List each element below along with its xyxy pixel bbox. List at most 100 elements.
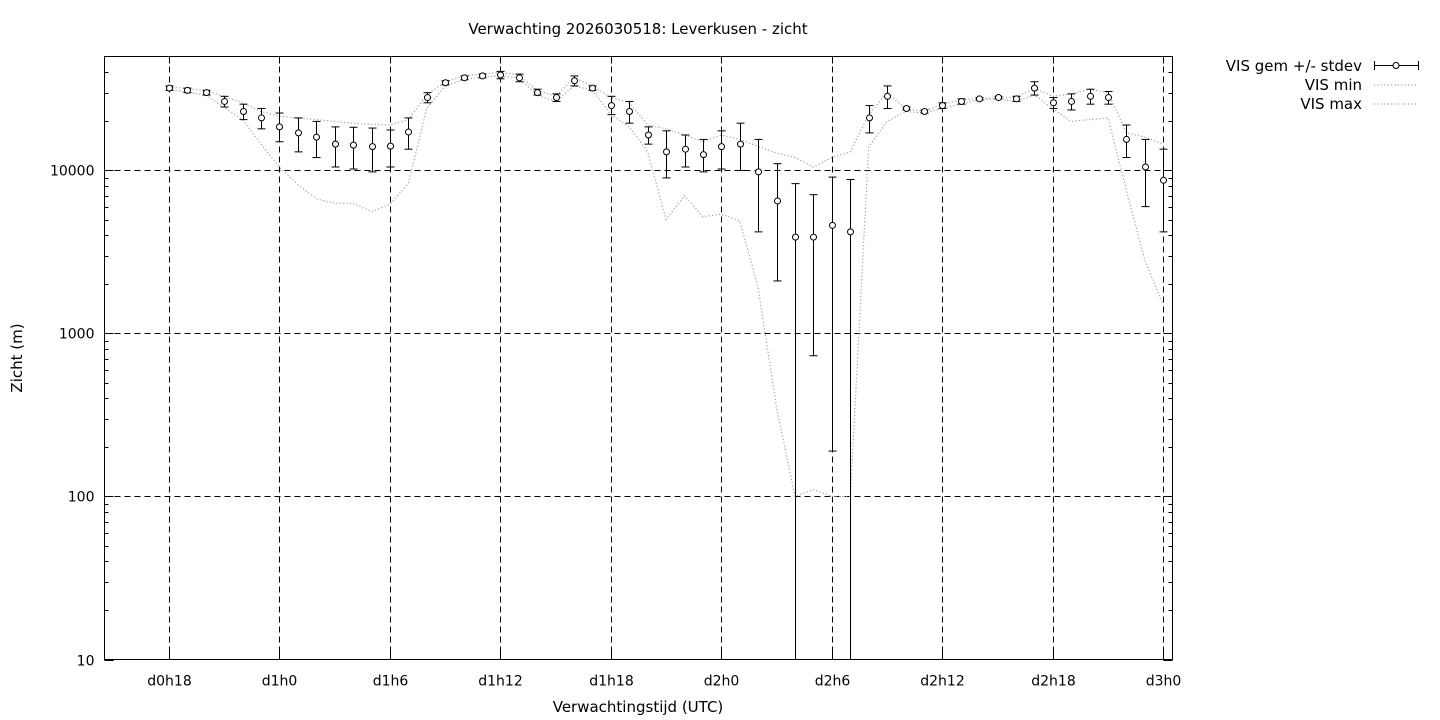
mean-marker <box>424 94 431 102</box>
chart-title: Verwachting 2026030518: Leverkusen - zic… <box>468 20 807 38</box>
vis-mean-point <box>1104 90 1113 105</box>
y-axis-label: Zicht (m) <box>8 323 26 392</box>
mean-marker <box>608 102 615 110</box>
mean-marker <box>221 97 228 105</box>
vis-mean-point <box>791 183 800 660</box>
mean-marker <box>958 97 965 105</box>
vis-mean-point <box>662 130 671 179</box>
vis-mean-point <box>846 178 855 660</box>
vis-mean-point <box>902 104 911 112</box>
x-tick-label: d1h6 <box>373 674 409 690</box>
mean-marker <box>921 107 928 115</box>
mean-marker <box>847 228 854 236</box>
mean-marker <box>829 221 836 229</box>
vis-mean-point <box>478 72 487 80</box>
vis-mean-point <box>220 95 229 108</box>
x-tick-label: d1h12 <box>478 674 522 690</box>
mean-marker <box>369 143 376 151</box>
y-tick-label: 10000 <box>50 164 95 180</box>
vis-max-line <box>168 71 1164 168</box>
mean-marker <box>1087 92 1094 100</box>
mean-marker <box>405 128 412 136</box>
mean-marker <box>571 77 578 85</box>
vis-mean-point <box>588 84 597 92</box>
vis-mean-point <box>975 95 984 103</box>
y-tick-label: 100 <box>68 490 95 506</box>
vis-mean-point <box>920 107 929 115</box>
mean-marker <box>258 114 265 122</box>
mean-marker <box>976 95 983 103</box>
mean-marker <box>295 129 302 137</box>
mean-marker <box>792 233 799 241</box>
mean-marker <box>718 143 725 151</box>
vis-mean-point <box>257 107 266 130</box>
mean-marker <box>387 142 394 150</box>
vis-mean-point <box>1159 148 1168 233</box>
mean-marker <box>442 79 449 87</box>
vis-mean-point <box>368 127 377 173</box>
y-tick-label: 10 <box>77 654 95 670</box>
mean-marker <box>1105 94 1112 102</box>
vis-mean-point <box>644 126 653 145</box>
mean-marker <box>645 131 652 139</box>
mean-marker <box>866 114 873 122</box>
mean-marker <box>1068 97 1075 105</box>
mean-marker <box>1013 95 1020 103</box>
vis-mean-point <box>496 70 505 80</box>
x-tick-label: d2h12 <box>920 674 964 690</box>
vis-mean-point <box>404 117 413 150</box>
mean-marker <box>1142 163 1149 171</box>
mean-marker <box>810 233 817 241</box>
vis-mean-point <box>994 94 1003 102</box>
legend: VIS gem +/- stdev VIS min VIS max <box>1226 57 1419 113</box>
mean-marker <box>884 92 891 100</box>
mean-marker <box>1031 84 1038 92</box>
y-axis-ticks: 10 100 1000 10000 <box>50 164 1173 670</box>
vis-min-line <box>168 75 1164 498</box>
legend-label-min: VIS min <box>1305 76 1362 94</box>
vis-mean-point <box>607 95 616 116</box>
vis-mean-point <box>183 86 192 94</box>
vis-mean-point <box>165 84 174 92</box>
y-minor-ticks <box>104 72 1173 611</box>
mean-marker <box>534 89 541 97</box>
vis-mean-point <box>460 74 469 82</box>
vis-mean-point <box>441 79 450 87</box>
mean-marker <box>332 140 339 148</box>
x-tick-label: d2h18 <box>1031 674 1075 690</box>
vis-mean-point <box>1012 95 1021 103</box>
vis-mean-point <box>294 117 303 153</box>
mean-marker <box>1160 176 1167 184</box>
vis-mean-point <box>1030 81 1039 96</box>
series-vis-max <box>168 71 1164 168</box>
mean-marker <box>184 86 191 94</box>
mean-marker <box>903 104 910 112</box>
y-tick-label: 1000 <box>59 327 95 343</box>
vis-mean-point <box>570 75 579 87</box>
vis-mean-point <box>736 122 745 171</box>
mean-marker <box>276 123 283 131</box>
mean-marker <box>939 102 946 110</box>
mean-marker <box>700 151 707 159</box>
vis-mean-point <box>1067 93 1076 111</box>
mean-marker <box>350 141 357 149</box>
mean-marker <box>479 72 486 80</box>
mean-marker <box>203 89 210 97</box>
vis-mean-point <box>515 73 524 83</box>
x-tick-label: d2h6 <box>815 674 851 690</box>
vis-mean-point <box>809 194 818 357</box>
vis-mean-point <box>349 126 358 170</box>
mean-marker <box>1123 135 1130 143</box>
mean-marker <box>995 94 1002 102</box>
vis-mean-point <box>275 112 284 143</box>
vis-mean-point <box>681 134 690 168</box>
x-axis-label: Verwachtingstijd (UTC) <box>553 698 724 716</box>
mean-marker <box>626 107 633 115</box>
vis-mean-point <box>957 97 966 105</box>
mean-marker <box>497 71 504 79</box>
vis-mean-point <box>1049 97 1058 109</box>
mean-marker <box>240 107 247 115</box>
mean-marker <box>166 84 173 92</box>
